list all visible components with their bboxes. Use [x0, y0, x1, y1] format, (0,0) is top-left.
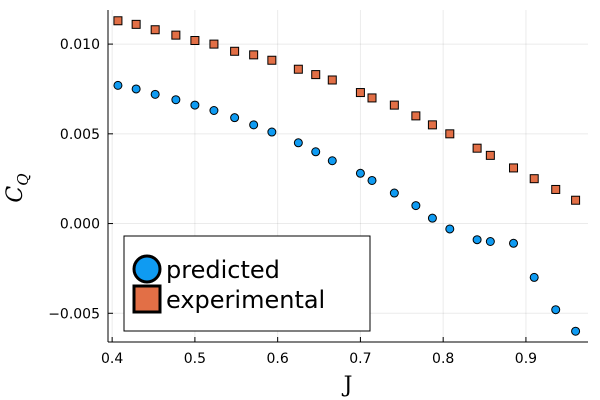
point-predicted	[171, 95, 181, 105]
point-experimental	[150, 25, 160, 35]
x-tick-label: 0.7	[349, 351, 371, 367]
point-experimental	[293, 64, 303, 74]
legend: predicted experimental	[123, 235, 371, 332]
point-predicted	[509, 238, 519, 248]
point-experimental	[472, 143, 482, 153]
point-experimental	[355, 88, 365, 98]
point-experimental	[367, 93, 377, 103]
point-experimental	[529, 174, 539, 184]
point-experimental	[267, 55, 277, 65]
point-predicted	[311, 147, 321, 157]
ticks: 0.4 0.5 0.6 0.7 0.8 0.9 −0.005 0.000 0.005 0.010	[48, 37, 537, 367]
axes	[107, 10, 588, 343]
point-experimental	[411, 111, 421, 121]
point-experimental	[131, 19, 141, 29]
x-tick-label: 0.5	[184, 351, 206, 367]
point-experimental	[571, 195, 581, 205]
point-predicted	[411, 201, 421, 211]
point-predicted	[427, 213, 437, 223]
point-experimental	[311, 70, 321, 80]
legend-marker-experimental	[132, 284, 162, 314]
point-predicted	[230, 113, 240, 123]
x-tick-label: 0.9	[515, 351, 537, 367]
point-predicted	[293, 138, 303, 148]
point-experimental	[230, 46, 240, 56]
point-predicted	[355, 168, 365, 178]
data-points	[113, 16, 581, 336]
point-predicted	[267, 127, 277, 137]
point-predicted	[150, 89, 160, 99]
point-experimental	[551, 184, 561, 194]
y-axis-label-main: C	[3, 186, 28, 203]
y-tick-label: −0.005	[48, 306, 100, 322]
point-predicted	[249, 120, 259, 130]
point-experimental	[427, 120, 437, 130]
svg-text:CQ: CQ	[3, 173, 32, 202]
y-axis-label: CQ	[3, 173, 32, 202]
point-experimental	[171, 30, 181, 40]
point-experimental	[249, 50, 259, 60]
x-tick-label: 0.8	[432, 351, 454, 367]
point-predicted	[367, 175, 377, 185]
point-predicted	[113, 80, 123, 90]
y-axis-label-subscript: Q	[14, 173, 32, 185]
point-predicted	[190, 100, 200, 110]
point-predicted	[131, 84, 141, 94]
point-experimental	[190, 36, 200, 46]
point-predicted	[209, 105, 219, 115]
point-predicted	[327, 156, 337, 166]
legend-label-experimental: experimental	[166, 286, 325, 314]
point-experimental	[113, 16, 123, 26]
y-tick-label: 0.005	[60, 127, 100, 143]
legend-label-predicted: predicted	[166, 256, 280, 284]
x-tick-label: 0.6	[267, 351, 289, 367]
point-predicted	[472, 235, 482, 245]
point-predicted	[571, 326, 581, 336]
legend-marker-predicted	[132, 254, 162, 284]
point-experimental	[209, 39, 219, 49]
point-experimental	[485, 150, 495, 160]
y-tick-label: 0.000	[60, 217, 100, 233]
point-experimental	[445, 129, 455, 139]
point-predicted	[485, 237, 495, 247]
x-tick-label: 0.4	[101, 351, 123, 367]
x-axis-label: J	[342, 373, 353, 398]
legend-box	[123, 235, 371, 332]
y-tick-label: 0.010	[60, 37, 100, 53]
point-predicted	[389, 188, 399, 198]
point-predicted	[529, 272, 539, 282]
point-experimental	[389, 100, 399, 110]
point-experimental	[327, 75, 337, 85]
point-predicted	[445, 224, 455, 234]
point-predicted	[551, 305, 561, 315]
point-experimental	[509, 163, 519, 173]
